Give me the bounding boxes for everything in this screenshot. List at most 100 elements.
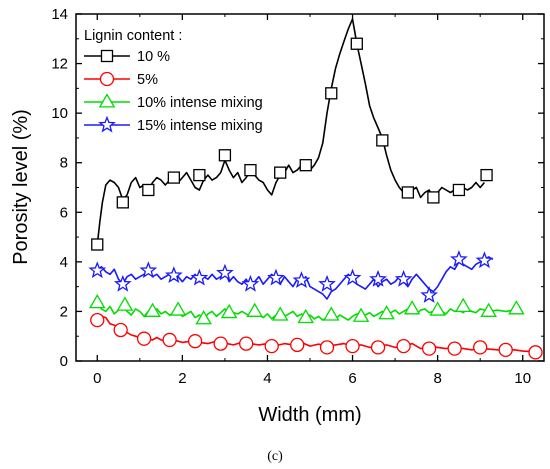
- series-2-point-1: [116, 296, 134, 311]
- figure-caption: (c): [267, 449, 283, 464]
- series-0: [91, 18, 493, 251]
- series-3-point-3: [164, 266, 183, 284]
- series-1-point-10: [345, 338, 360, 354]
- series-3-point-11: [369, 269, 387, 287]
- series-3-point-5: [216, 263, 234, 281]
- series-0-line: [96, 18, 486, 245]
- series-2-point-10: [352, 307, 370, 322]
- series-1-point-1: [113, 322, 128, 338]
- series-3-point-2: [139, 261, 158, 279]
- legend-marker-1: [99, 71, 115, 87]
- legend-label-1: 5%: [137, 72, 158, 88]
- x-tick-label-5: 10: [514, 370, 531, 387]
- series-2-point-14: [454, 297, 472, 312]
- series-1: [90, 312, 543, 360]
- series-0-point-13: [427, 191, 440, 204]
- series-3-point-8: [292, 271, 311, 288]
- series-3-point-1: [113, 274, 132, 292]
- series-0-point-5: [218, 149, 232, 162]
- y-tick-label-1: 2: [60, 303, 68, 320]
- series-1-point-8: [290, 337, 305, 353]
- series-0-point-7: [274, 166, 287, 179]
- series-1-point-11: [370, 340, 386, 355]
- series-2-point-9: [323, 306, 340, 321]
- series-3-point-10: [343, 268, 362, 286]
- series-3-line: [96, 256, 494, 300]
- series-2-point-5: [220, 303, 238, 319]
- y-axis-title: Porosity level (%): [10, 109, 32, 265]
- x-tick-label-2: 4: [263, 370, 271, 387]
- series-1-point-6: [239, 336, 254, 351]
- series-0-point-12: [401, 186, 415, 199]
- series-2-point-12: [403, 300, 421, 315]
- legend: Lignin content : 10 % 5% 10% intense mixin…: [84, 28, 263, 134]
- series-2: [89, 293, 525, 325]
- series-3-point-4: [190, 268, 209, 286]
- series-1-point-16: [498, 342, 513, 357]
- x-tick-label-4: 8: [433, 370, 441, 387]
- series-1-point-0: [90, 312, 105, 328]
- series-0-point-6: [244, 163, 257, 177]
- series-2-point-11: [378, 305, 395, 320]
- series-0-point-0: [91, 238, 104, 251]
- series-1-line: [96, 315, 536, 354]
- series-0-point-10: [350, 37, 363, 50]
- legend-marker-3: [98, 115, 116, 133]
- legend-label-2: 10% intense mixing: [137, 95, 263, 111]
- series-1-point-15: [473, 340, 488, 355]
- series-layer: [88, 18, 543, 360]
- series-2-point-8: [297, 308, 314, 324]
- series-3-point-15: [475, 251, 494, 269]
- series-3-point-7: [267, 268, 285, 286]
- series-2-point-0: [89, 293, 106, 309]
- series-3-point-9: [318, 274, 336, 292]
- axis-ticks: 0 2 4 6 8 10 0 2 4 6 8 10 12 14: [51, 6, 544, 387]
- y-tick-label-2: 4: [60, 254, 68, 271]
- y-tick-label-4: 8: [60, 155, 68, 172]
- legend-entry-2: 10% intense mixing: [84, 93, 263, 111]
- y-tick-label-3: 6: [60, 204, 68, 221]
- series-3-point-13: [420, 286, 438, 303]
- x-tick-label-1: 2: [178, 370, 186, 387]
- series-1-point-13: [421, 341, 437, 356]
- series-3-point-14: [450, 250, 468, 267]
- legend-entry-0: 10 %: [84, 49, 170, 65]
- series-1-point-7: [264, 338, 279, 354]
- series-2-point-15: [480, 302, 497, 317]
- series-2-point-2: [144, 302, 161, 317]
- legend-title: Lignin content :: [84, 28, 182, 44]
- series-1-point-12: [396, 338, 411, 354]
- legend-label-3: 15% intense mixing: [137, 118, 263, 134]
- series-1-point-4: [187, 334, 203, 349]
- series-2-point-16: [508, 300, 525, 315]
- y-tick-label-5: 10: [51, 105, 68, 122]
- series-0-point-15: [480, 168, 493, 182]
- series-1-point-14: [447, 341, 462, 356]
- series-0-point-3: [167, 171, 181, 184]
- series-1-point-9: [319, 340, 335, 355]
- series-2-point-3: [169, 301, 187, 316]
- legend-marker-0: [100, 49, 114, 63]
- series-1-point-3: [162, 332, 177, 348]
- y-tick-label-7: 14: [51, 6, 68, 23]
- series-0-point-14: [452, 183, 466, 197]
- x-tick-label-3: 6: [348, 370, 356, 387]
- series-0-point-1: [116, 196, 129, 209]
- legend-label-0: 10 %: [137, 49, 170, 65]
- series-1-point-2: [136, 331, 152, 346]
- series-3: [88, 250, 494, 303]
- y-tick-label-6: 12: [51, 56, 68, 73]
- series-0-point-2: [142, 183, 155, 197]
- x-tick-label-0: 0: [93, 370, 101, 387]
- series-2-point-7: [271, 306, 289, 321]
- series-0-point-4: [193, 168, 206, 182]
- series-2-point-6: [246, 302, 263, 317]
- series-0-point-11: [376, 134, 389, 147]
- series-3-point-0: [88, 261, 107, 279]
- x-axis-title: Width (mm): [258, 404, 361, 426]
- series-1-point-17: [528, 345, 543, 360]
- series-3-point-12: [394, 269, 413, 287]
- series-2-point-13: [429, 301, 446, 316]
- series-0-point-9: [325, 87, 338, 100]
